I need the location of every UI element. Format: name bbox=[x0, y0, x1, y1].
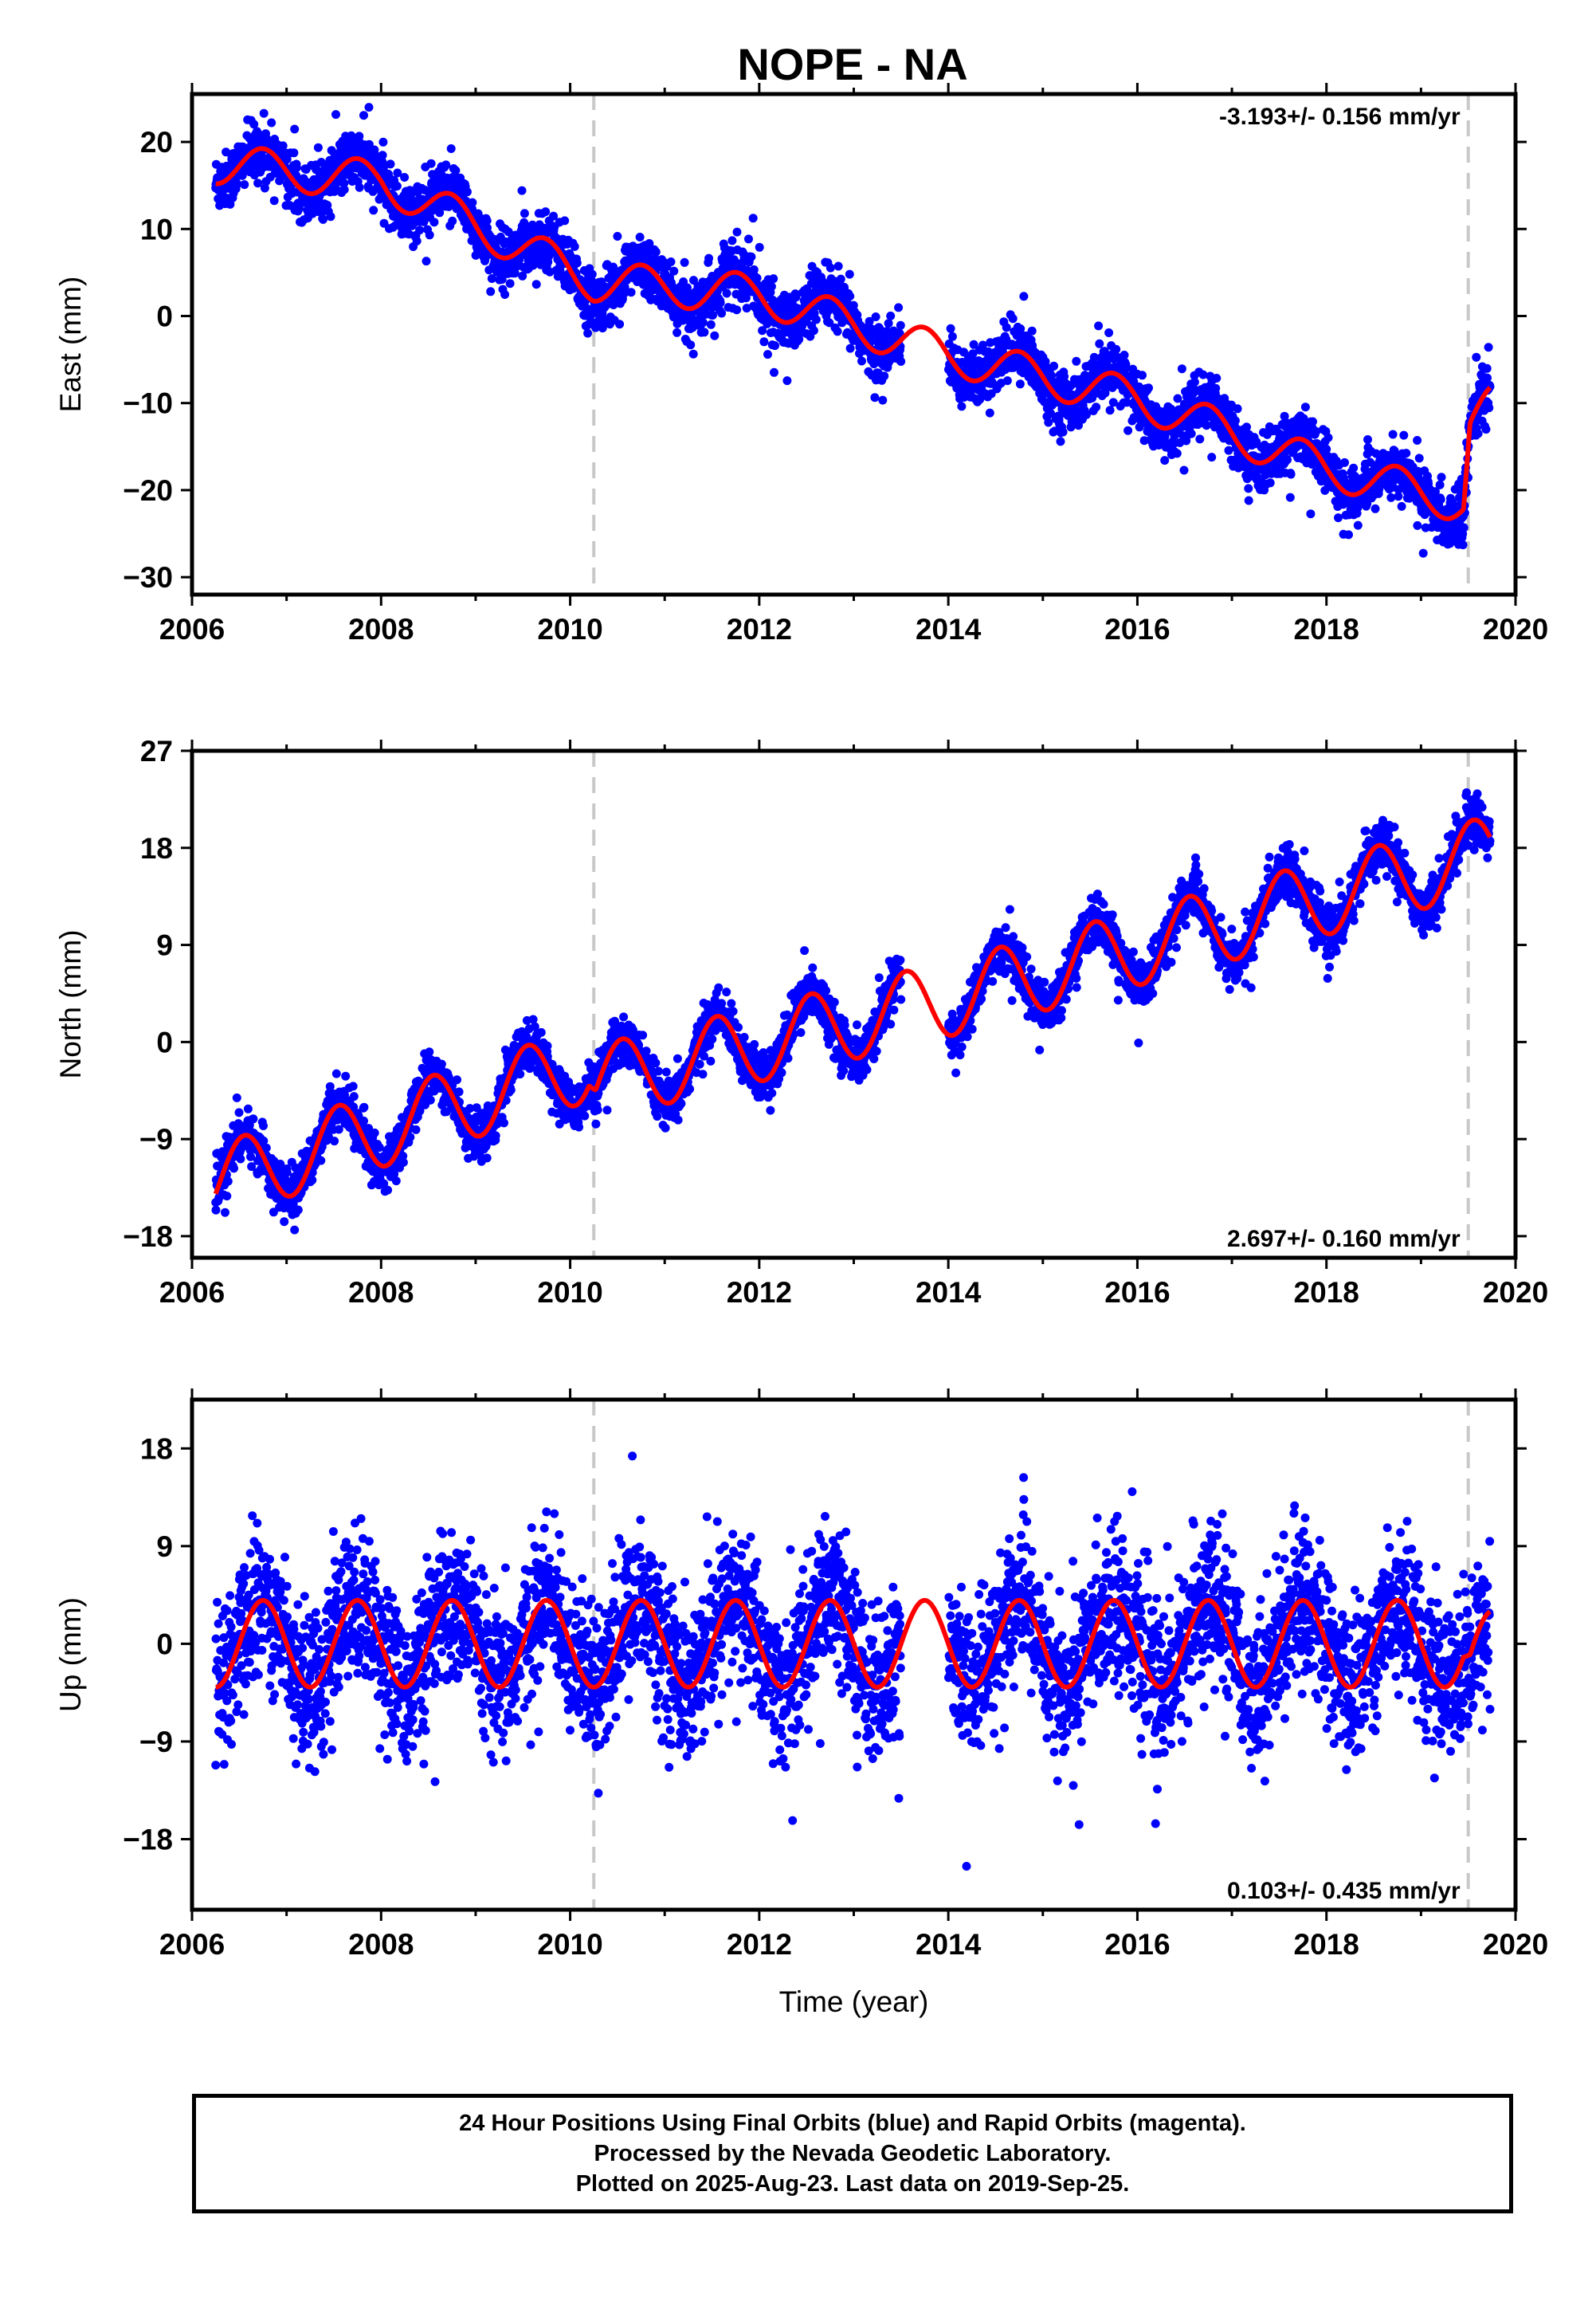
x-tick-label: 2008 bbox=[348, 1276, 414, 1309]
model-line bbox=[213, 817, 1492, 1199]
data-points bbox=[211, 1451, 1495, 1871]
y-tick-label: 0 bbox=[156, 1026, 173, 1058]
x-tick-label: 2018 bbox=[1294, 1276, 1359, 1309]
x-tick-label: 2018 bbox=[1294, 1928, 1359, 1961]
y-tick-label: 0 bbox=[156, 1628, 173, 1660]
y-tick-label: 9 bbox=[156, 1530, 173, 1563]
axis-ticks: 2006 2008 2010 2012 2014 2016 2018 2020 27 18 9 0 −9… bbox=[123, 735, 1548, 1309]
x-tick-label: 2006 bbox=[159, 1928, 225, 1961]
y-tick-label: 18 bbox=[140, 1432, 173, 1465]
y-tick-label: 18 bbox=[140, 832, 173, 865]
axis-ticks: 2006 2008 2010 2012 2014 2016 2018 2020 18 9 0 −9 −1… bbox=[123, 1388, 1548, 1961]
model-curve bbox=[214, 146, 1492, 521]
offset-lines bbox=[592, 1400, 1470, 1910]
axis-ticks: 2006 2008 2010 2012 2014 2016 2018 202020100−10… bbox=[123, 83, 1548, 646]
footer-line-2: Processed by the Nevada Geodetic Laborat… bbox=[594, 2141, 1112, 2166]
model-line bbox=[214, 146, 1492, 521]
y-tick-label: −18 bbox=[123, 1823, 173, 1856]
y-tick-label: −10 bbox=[123, 387, 173, 420]
x-tick-label: 2012 bbox=[727, 613, 792, 646]
rate-label: 2.697+/- 0.160 mm/yr bbox=[1227, 1226, 1461, 1252]
y-tick-label: −20 bbox=[123, 474, 173, 507]
y-tick-label: 27 bbox=[140, 735, 173, 768]
final-orbit-points bbox=[211, 788, 1495, 1235]
x-tick-label: 2016 bbox=[1104, 613, 1170, 646]
y-tick-label: 10 bbox=[140, 213, 173, 245]
y-tick-label: 20 bbox=[140, 126, 173, 159]
x-axis-label: Time (year) bbox=[779, 1985, 929, 2018]
final-orbit-points bbox=[211, 103, 1495, 558]
model-line bbox=[214, 1597, 1492, 1690]
plot-frame bbox=[190, 748, 1518, 1260]
x-tick-label: 2016 bbox=[1104, 1928, 1170, 1961]
x-tick-label: 2014 bbox=[916, 1276, 982, 1309]
footer-line-3: Plotted on 2025-Aug-23. Last data on 201… bbox=[575, 2171, 1130, 2197]
rate-label: -3.193+/- 0.156 mm/yr bbox=[1219, 104, 1461, 130]
x-tick-label: 2012 bbox=[727, 1928, 792, 1961]
x-tick-label: 2020 bbox=[1483, 1928, 1548, 1961]
y-axis-label: East (mm) bbox=[54, 277, 87, 413]
x-tick-label: 2012 bbox=[727, 1276, 792, 1309]
up-panel: 2006 2008 2010 2012 2014 2016 2018 2020 18 9 0 −9 −1… bbox=[54, 1388, 1548, 2018]
y-tick-label: −9 bbox=[139, 1123, 173, 1156]
y-axis-label: North (mm) bbox=[54, 929, 87, 1078]
x-tick-label: 2020 bbox=[1483, 613, 1548, 646]
x-tick-label: 2006 bbox=[159, 613, 225, 646]
y-tick-label: −18 bbox=[123, 1220, 173, 1253]
data-points bbox=[211, 103, 1495, 558]
offset-lines bbox=[592, 94, 1470, 595]
x-tick-label: 2010 bbox=[537, 1276, 602, 1309]
x-tick-label: 2016 bbox=[1104, 1276, 1170, 1309]
model-curve bbox=[214, 1597, 1492, 1690]
data-points bbox=[211, 788, 1495, 1235]
chart-title: NOPE - NA bbox=[737, 39, 967, 89]
y-axis-label: Up (mm) bbox=[54, 1597, 87, 1712]
x-tick-label: 2014 bbox=[916, 1928, 982, 1961]
x-tick-label: 2014 bbox=[916, 613, 982, 646]
footer-caption-box: 24 Hour Positions Using Final Orbits (bl… bbox=[192, 2094, 1513, 2213]
x-tick-label: 2006 bbox=[159, 1276, 225, 1309]
east-panel: 2006 2008 2010 2012 2014 2016 2018 202020100−10… bbox=[54, 83, 1548, 646]
y-tick-label: 0 bbox=[156, 300, 173, 333]
x-tick-label: 2020 bbox=[1483, 1276, 1548, 1309]
y-tick-label: −9 bbox=[139, 1726, 173, 1758]
x-tick-label: 2010 bbox=[537, 613, 602, 646]
north-panel: 2006 2008 2010 2012 2014 2016 2018 2020 27 18 9 0 −9… bbox=[54, 735, 1548, 1309]
y-tick-label: −30 bbox=[123, 561, 173, 594]
final-orbit-points bbox=[211, 1451, 1495, 1871]
model-curve bbox=[213, 817, 1492, 1199]
x-tick-label: 2008 bbox=[348, 613, 414, 646]
footer-line-1: 24 Hour Positions Using Final Orbits (bl… bbox=[459, 2111, 1246, 2136]
x-tick-label: 2008 bbox=[348, 1928, 414, 1961]
x-tick-label: 2018 bbox=[1294, 613, 1359, 646]
rate-label: 0.103+/- 0.435 mm/yr bbox=[1227, 1878, 1461, 1904]
y-tick-label: 9 bbox=[156, 929, 173, 962]
x-tick-label: 2010 bbox=[537, 1928, 602, 1961]
